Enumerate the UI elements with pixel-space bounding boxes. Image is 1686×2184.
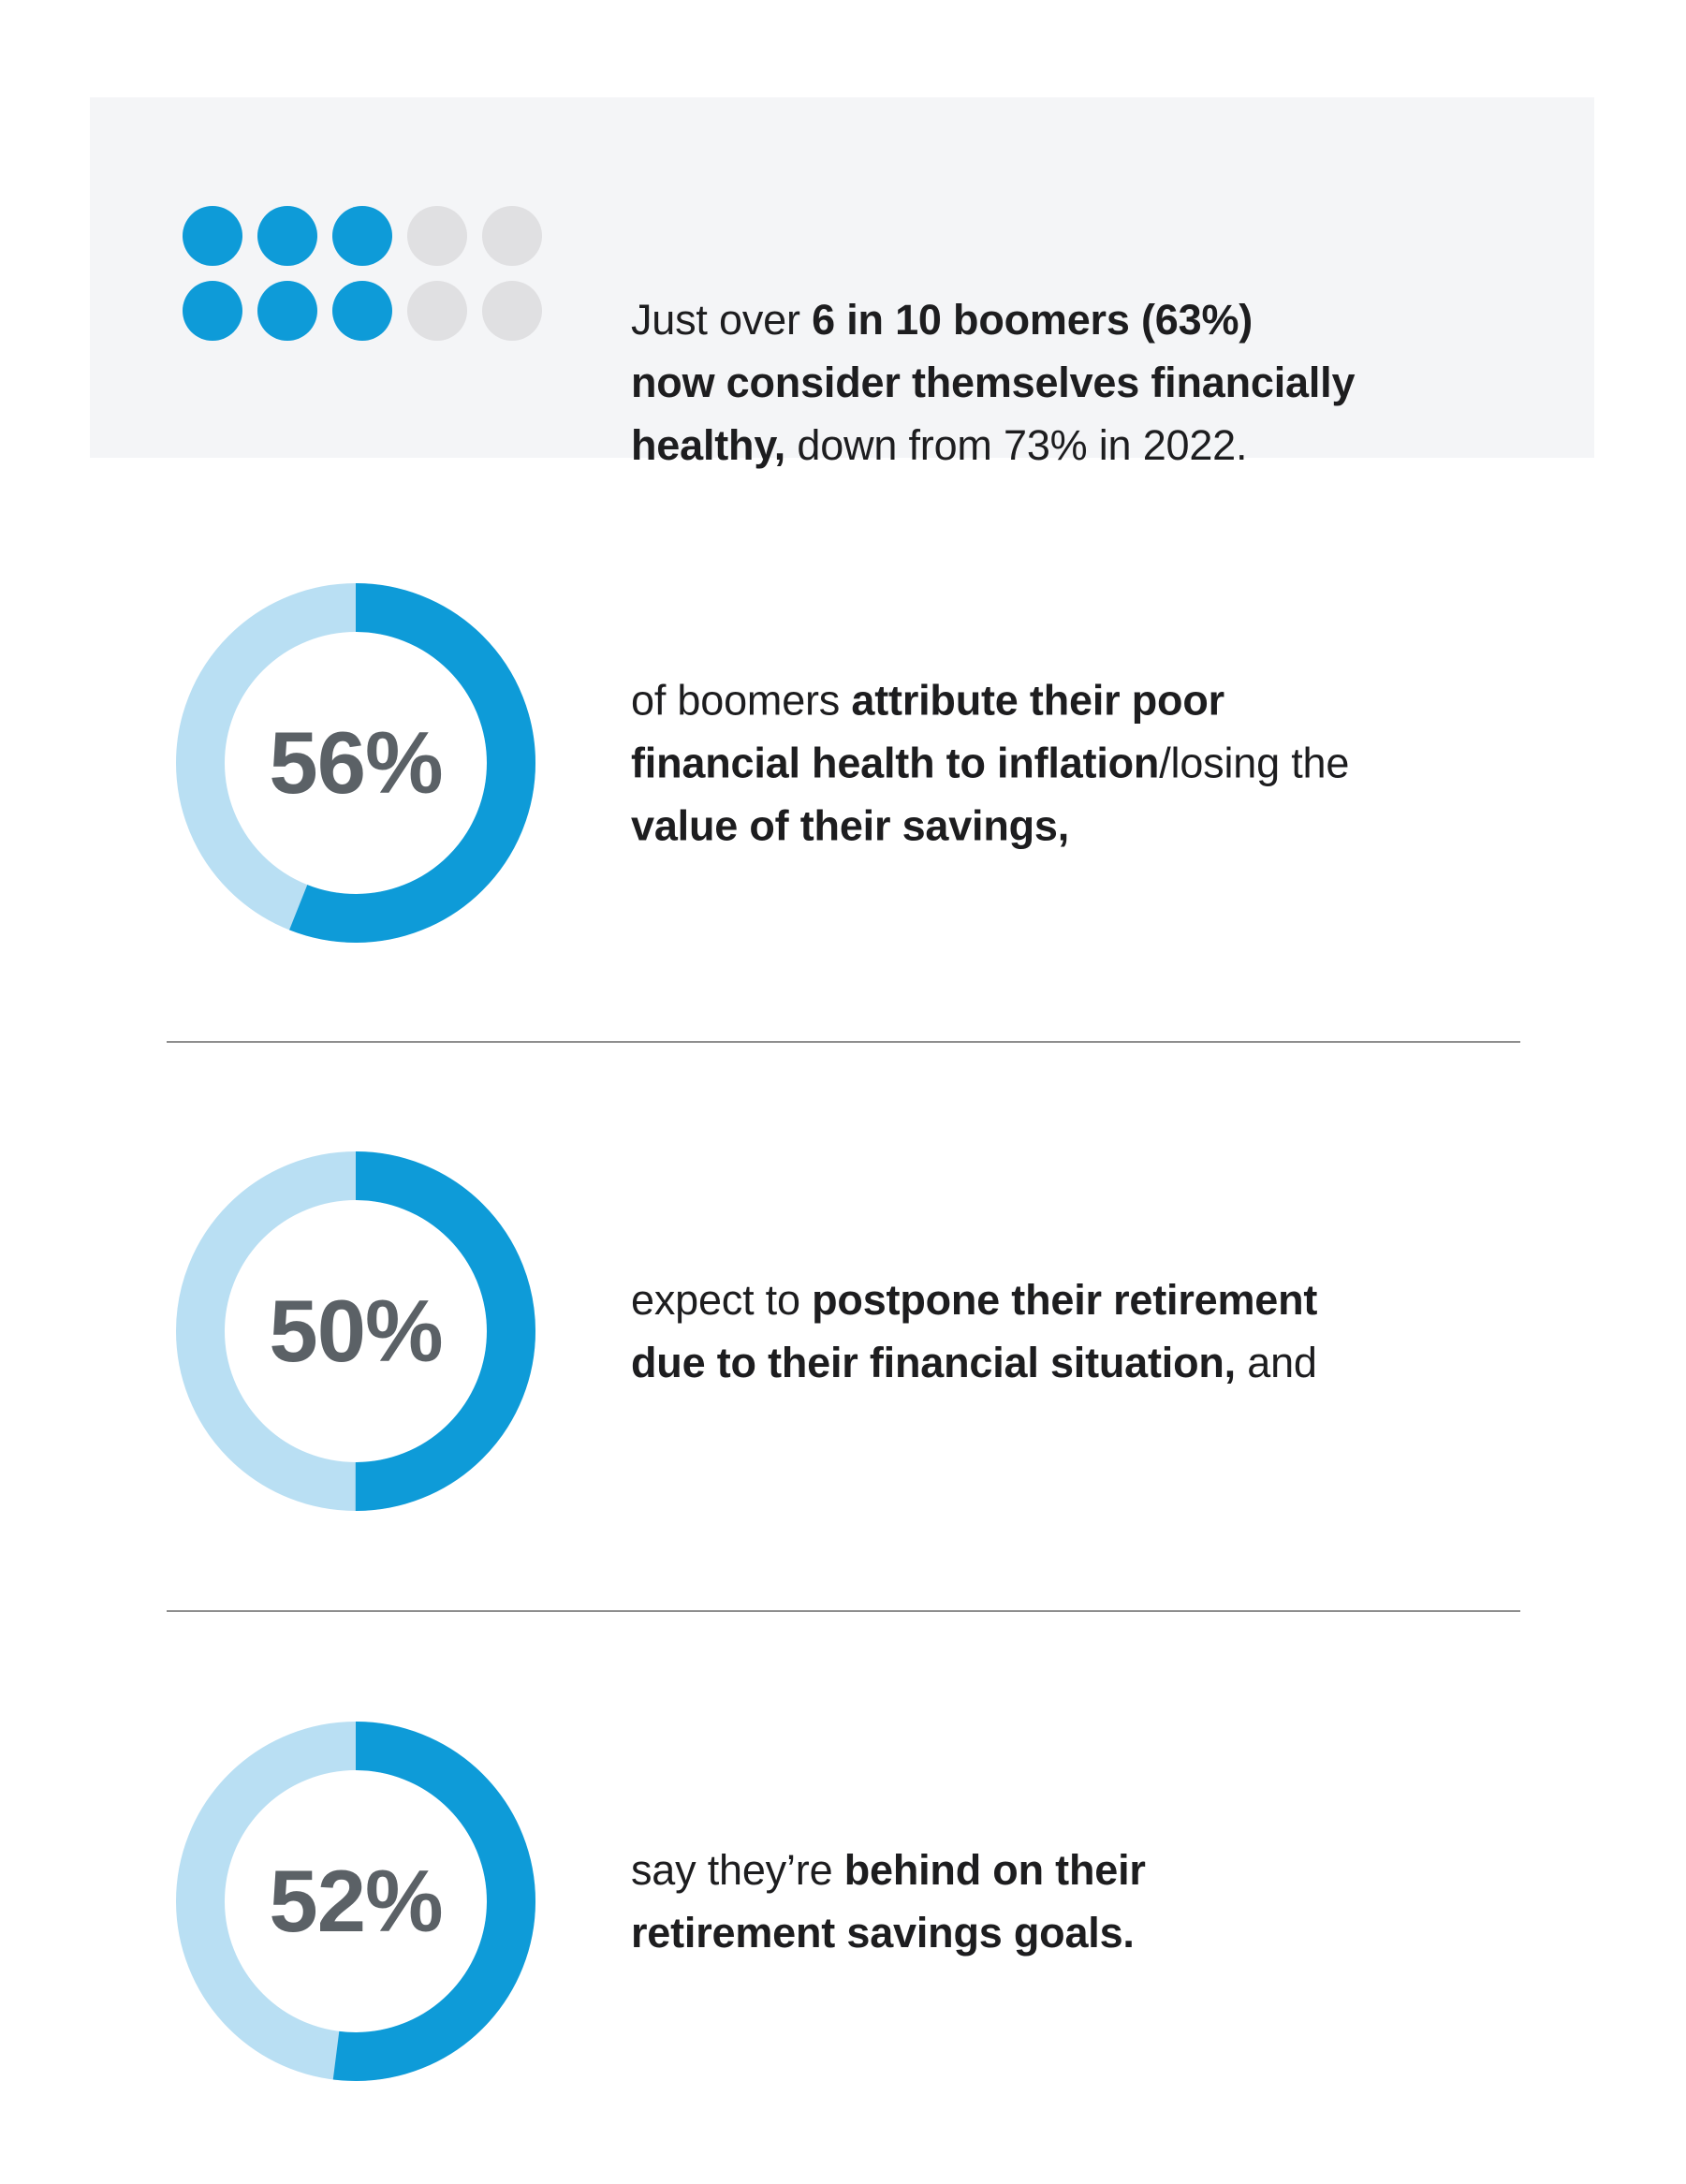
dot-filled: [183, 281, 242, 341]
caption-text: of boomers: [631, 676, 852, 725]
caption-text-bold: retirement savings goals.: [631, 1909, 1135, 1957]
caption-text-bold: financial health to inflation: [631, 739, 1160, 787]
pictograph-dot-grid: [183, 206, 542, 341]
caption-line: financial health to inflation/losing the: [631, 732, 1349, 795]
caption-line: say they’re behind on their: [631, 1839, 1146, 1901]
donut-percent-label: 52%: [269, 1852, 443, 1950]
caption-text-bold: postpone their retirement: [812, 1276, 1318, 1324]
dot-empty: [407, 206, 467, 266]
dot-filled: [332, 206, 392, 266]
section-divider-1: [167, 1041, 1520, 1043]
caption-line: retirement savings goals.: [631, 1901, 1146, 1964]
section-divider-2: [167, 1610, 1520, 1612]
donut-percent-label: 50%: [269, 1282, 443, 1380]
stat-caption-postpone: expect to postpone their retirement due …: [631, 1268, 1317, 1394]
header-highlight-box: Just over 6 in 10 boomers (63%) now cons…: [90, 97, 1594, 469]
donut-ring-behind: [176, 1722, 535, 2081]
header-line-2-bold: now consider themselves financially: [631, 359, 1356, 406]
dot-filled: [257, 206, 317, 266]
header-line-3-regular: down from 73% in 2022.: [785, 421, 1248, 469]
caption-text-bold: behind on their: [843, 1846, 1146, 1894]
caption-line: expect to postpone their retirement: [631, 1268, 1317, 1331]
stat-caption-inflation: of boomers attribute their poor financia…: [631, 669, 1349, 857]
donut-percent-label: 56%: [269, 713, 443, 812]
donut-ring-postpone: [176, 1151, 535, 1511]
dot-filled: [183, 206, 242, 266]
caption-line: due to their financial situation, and: [631, 1331, 1317, 1394]
donut-value-arc: [176, 1151, 535, 1511]
header-line-3-bold: healthy,: [631, 421, 786, 469]
donut-chart-postpone: 50%: [176, 1151, 535, 1511]
dot-empty: [482, 281, 542, 341]
caption-text: and: [1235, 1339, 1317, 1386]
dot-empty: [407, 281, 467, 341]
donut-chart-inflation: 56%: [176, 583, 535, 943]
caption-text: say they’re: [631, 1846, 844, 1894]
dot-filled: [332, 281, 392, 341]
header-statement: Just over 6 in 10 boomers (63%) now cons…: [631, 288, 1355, 476]
stat-caption-behind: say they’re behind on their retirement s…: [631, 1839, 1146, 1964]
header-line-3: healthy, down from 73% in 2022.: [631, 414, 1355, 476]
caption-line: value of their savings,: [631, 795, 1349, 857]
caption-text-bold: due to their financial situation,: [631, 1339, 1236, 1386]
donut-value-arc: [176, 1722, 535, 2081]
header-line-1: Just over 6 in 10 boomers (63%): [631, 288, 1355, 351]
caption-line: of boomers attribute their poor: [631, 669, 1349, 732]
caption-text-bold: value of their savings,: [631, 801, 1070, 850]
dot-filled: [257, 281, 317, 341]
donut-value-arc: [176, 583, 535, 943]
donut-ring-inflation: [176, 583, 535, 943]
caption-text: expect to: [631, 1276, 813, 1324]
donut-chart-behind: 52%: [176, 1722, 535, 2081]
header-line-1-regular: Just over: [631, 296, 813, 344]
caption-text-bold: attribute their poor: [851, 676, 1224, 725]
dot-empty: [482, 206, 542, 266]
caption-text: /losing the: [1159, 739, 1350, 787]
header-line-1-bold: 6 in 10 boomers (63%): [812, 296, 1254, 344]
header-line-2: now consider themselves financially: [631, 351, 1355, 414]
